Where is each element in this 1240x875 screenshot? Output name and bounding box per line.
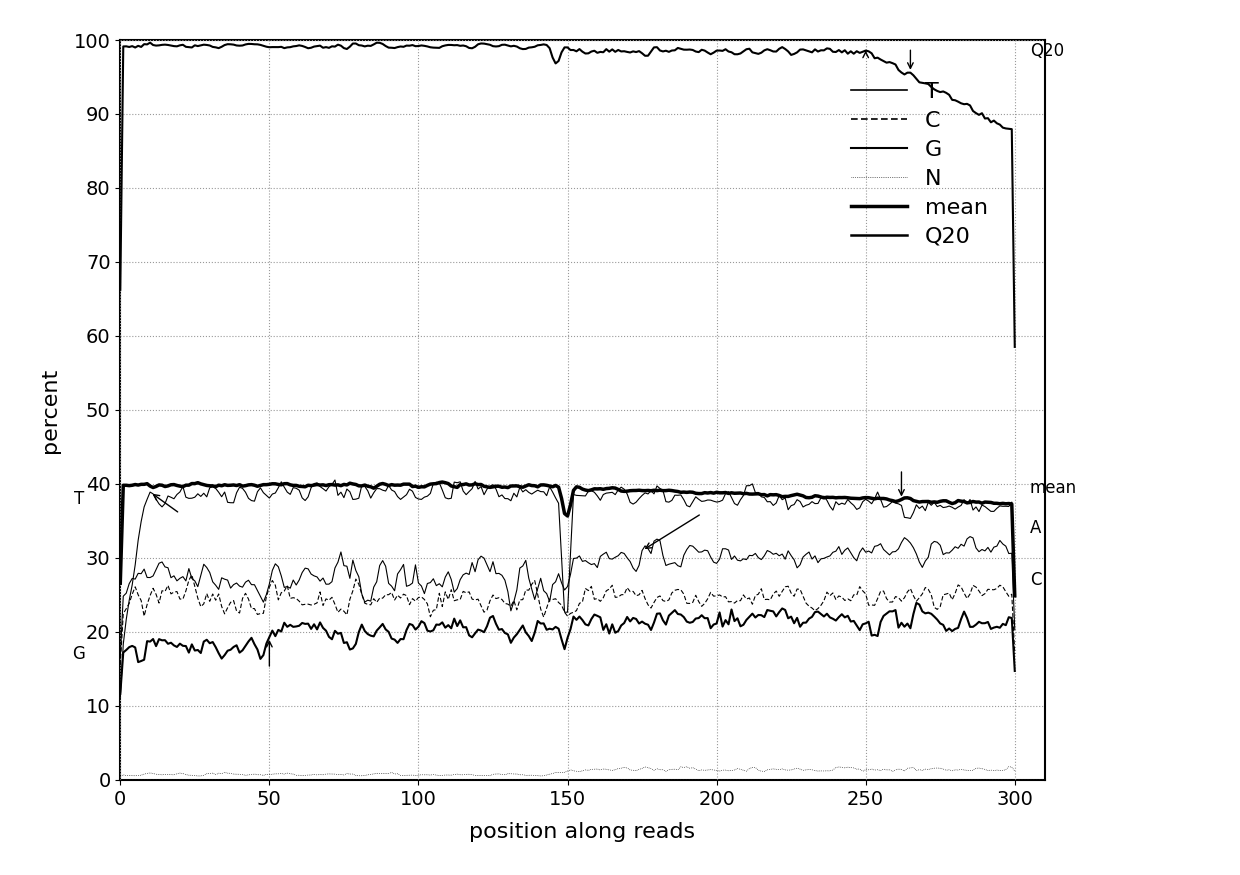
X-axis label: position along reads: position along reads (470, 822, 696, 843)
Text: mean: mean (1029, 479, 1076, 497)
Text: A: A (1029, 520, 1042, 537)
Text: Q20: Q20 (1029, 42, 1064, 60)
Text: C: C (1029, 571, 1042, 589)
Y-axis label: percent: percent (40, 368, 60, 452)
Legend: T, C, G, N, mean, Q20: T, C, G, N, mean, Q20 (842, 74, 997, 255)
Text: G: G (72, 645, 84, 663)
Text: T: T (74, 490, 84, 508)
